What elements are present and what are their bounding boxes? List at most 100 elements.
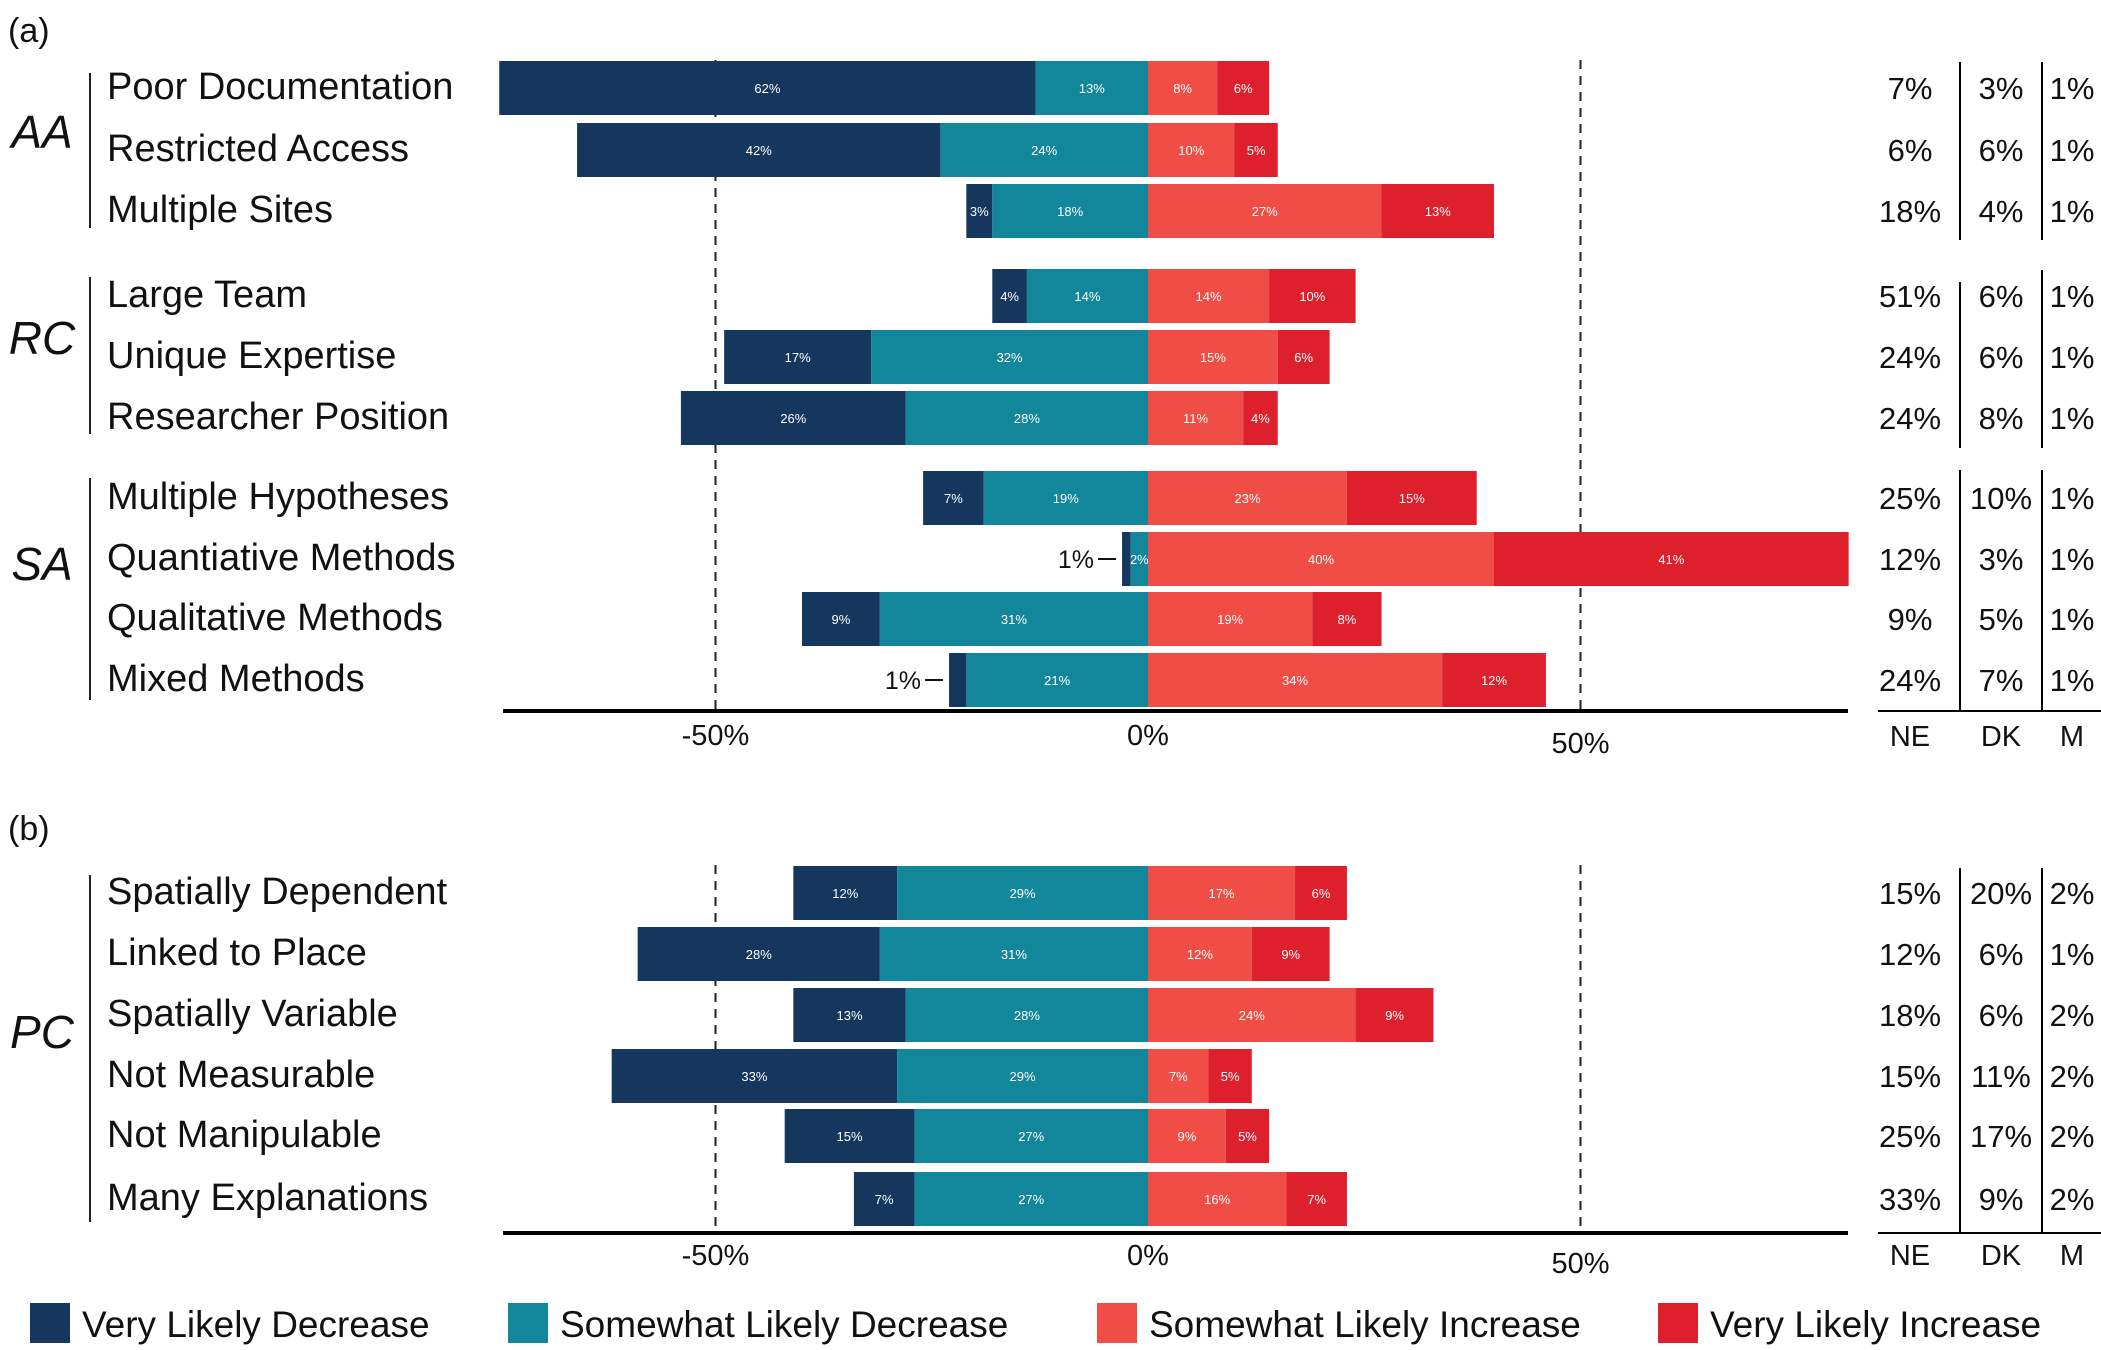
legend-swatch — [1097, 1303, 1137, 1343]
segment-very-likely-increase — [1277, 330, 1330, 384]
row-label: Restricted Access — [107, 128, 409, 170]
segment-value-label: 13% — [837, 1008, 863, 1023]
bar-row: Large Team 4% 14% 14% 10% 51% 6% 1% — [107, 269, 2094, 323]
bar-row: Multiple Sites 3% 18% 27% 13% 18% 4% 1% — [107, 184, 2094, 238]
segment-value-label: 24% — [1031, 143, 1057, 158]
segment-value-label: 6% — [1294, 350, 1313, 365]
segment-somewhat-likely-decrease — [914, 1172, 1148, 1226]
segment-very-likely-decrease — [499, 61, 1036, 115]
segment-somewhat-likely-decrease — [992, 184, 1148, 238]
segment-value-label: 12% — [832, 886, 858, 901]
segment-value-label: 9% — [1281, 947, 1300, 962]
segment-value-label: 10% — [1299, 289, 1325, 304]
side-value-dk: 7% — [1979, 663, 2024, 698]
side-value-dk: 6% — [1979, 279, 2024, 314]
x-tick-label: -50% — [682, 720, 750, 752]
side-value-ne: 25% — [1879, 1119, 1941, 1154]
segment-value-label: 27% — [1018, 1129, 1044, 1144]
segment-very-likely-increase — [1234, 123, 1278, 177]
segment-value-label: 31% — [1001, 612, 1027, 627]
segment-value-label: 6% — [1234, 81, 1253, 96]
segment-value-label: 6% — [1312, 886, 1331, 901]
segment-very-likely-increase — [1208, 1049, 1252, 1103]
segment-somewhat-likely-increase — [1148, 330, 1278, 384]
bar-row: Multiple Hypotheses 7% 19% 23% 15% 25% 10% 1% — [107, 471, 2094, 525]
x-tick-label: 0% — [1127, 1240, 1169, 1272]
side-value-m: 1% — [2050, 602, 2095, 637]
segment-value-label: 15% — [1200, 350, 1226, 365]
group-label-sa: SA — [11, 538, 72, 590]
segment-value-label: 31% — [1001, 947, 1027, 962]
segment-somewhat-likely-increase — [1148, 532, 1494, 586]
side-value-m: 1% — [2050, 340, 2095, 375]
segment-value-label: 28% — [1014, 1008, 1040, 1023]
x-tick-label: 50% — [1551, 728, 1609, 760]
side-value-m: 2% — [2050, 1059, 2095, 1094]
panel-a: (a) -50% 0% 50% NE DK M AA Poor Documentation 62%… — [8, 12, 2101, 760]
segment-value-label: 27% — [1252, 204, 1278, 219]
segment-somewhat-likely-decrease — [1026, 269, 1148, 323]
side-value-dk: 5% — [1979, 602, 2024, 637]
panel-label: (a) — [8, 12, 50, 50]
bar-row: Not Measurable 33% 29% 7% 5% 15% 11% 2% — [107, 1049, 2094, 1103]
row-label: Not Measurable — [107, 1054, 375, 1096]
segment-very-likely-decrease — [949, 653, 967, 707]
side-value-m: 1% — [2050, 71, 2095, 106]
segment-somewhat-likely-decrease — [879, 592, 1148, 646]
segment-value-label: 12% — [1481, 673, 1507, 688]
segment-value-label: 4% — [1000, 289, 1019, 304]
segment-very-likely-increase — [1251, 927, 1330, 981]
row-label: Researcher Position — [107, 396, 449, 438]
side-value-m: 1% — [2050, 481, 2095, 516]
legend-label: Somewhat Likely Decrease — [560, 1304, 1008, 1345]
segment-value-label: 28% — [746, 947, 772, 962]
legend-swatch — [1658, 1303, 1698, 1343]
side-header-ne: NE — [1890, 1240, 1930, 1272]
bar-row: Unique Expertise 17% 32% 15% 6% 24% 6% 1% — [107, 330, 2094, 384]
side-value-ne: 12% — [1879, 542, 1941, 577]
x-tick-label: -50% — [682, 1240, 750, 1272]
segment-value-label: 5% — [1238, 1129, 1257, 1144]
legend: Very Likely Decrease Somewhat Likely Decr… — [30, 1303, 2041, 1345]
segment-somewhat-likely-increase — [1148, 1049, 1209, 1103]
segment-value-label: 9% — [1178, 1129, 1197, 1144]
bar-row: Quantiative Methods 2% 40% 41% 1% 12% 3% 1% — [107, 532, 2094, 586]
segment-very-likely-increase — [1217, 61, 1270, 115]
segment-value-label: 24% — [1239, 1008, 1265, 1023]
side-value-ne: 51% — [1879, 279, 1941, 314]
side-value-ne: 18% — [1879, 998, 1941, 1033]
group-label-pc: PC — [10, 1006, 75, 1058]
segment-somewhat-likely-decrease — [905, 988, 1148, 1042]
side-value-dk: 6% — [1979, 340, 2024, 375]
segment-value-label: 5% — [1221, 1069, 1240, 1084]
side-value-dk: 6% — [1979, 133, 2024, 168]
bar-row: Many Explanations 7% 27% 16% 7% 33% 9% 2% — [107, 1172, 2094, 1226]
legend-swatch — [30, 1303, 70, 1343]
segment-very-likely-increase — [1225, 1109, 1270, 1163]
side-header-ne: NE — [1890, 721, 1930, 753]
x-tick-label: 0% — [1127, 720, 1169, 752]
side-value-dk: 9% — [1979, 1182, 2024, 1217]
segment-value-label: 14% — [1196, 289, 1222, 304]
segment-very-likely-decrease — [1122, 532, 1131, 586]
segment-very-likely-decrease — [853, 1172, 915, 1226]
segment-somewhat-likely-decrease — [1035, 61, 1148, 115]
side-value-ne: 24% — [1879, 340, 1941, 375]
segment-somewhat-likely-increase — [1148, 269, 1270, 323]
group-label-rc: RC — [9, 312, 76, 364]
segment-value-label: 23% — [1234, 491, 1260, 506]
segment-somewhat-likely-increase — [1148, 1109, 1226, 1163]
side-value-m: 1% — [2050, 133, 2095, 168]
segment-very-likely-decrease — [611, 1049, 898, 1103]
bar-row: Not Manipulable 15% 27% 9% 5% 25% 17% 2% — [107, 1109, 2094, 1163]
segment-very-likely-decrease — [680, 391, 906, 445]
side-value-m: 1% — [2050, 279, 2095, 314]
segment-very-likely-increase — [1243, 391, 1278, 445]
segment-value-label: 41% — [1658, 552, 1684, 567]
panel-b: (b) -50% 0% 50% NE DK M PC Spatially Dependent 12… — [8, 810, 2101, 1280]
row-label: Linked to Place — [107, 932, 367, 974]
segment-value-label: 15% — [1399, 491, 1425, 506]
segment-somewhat-likely-increase — [1148, 391, 1244, 445]
row-label: Large Team — [107, 274, 307, 316]
side-value-ne: 25% — [1879, 481, 1941, 516]
